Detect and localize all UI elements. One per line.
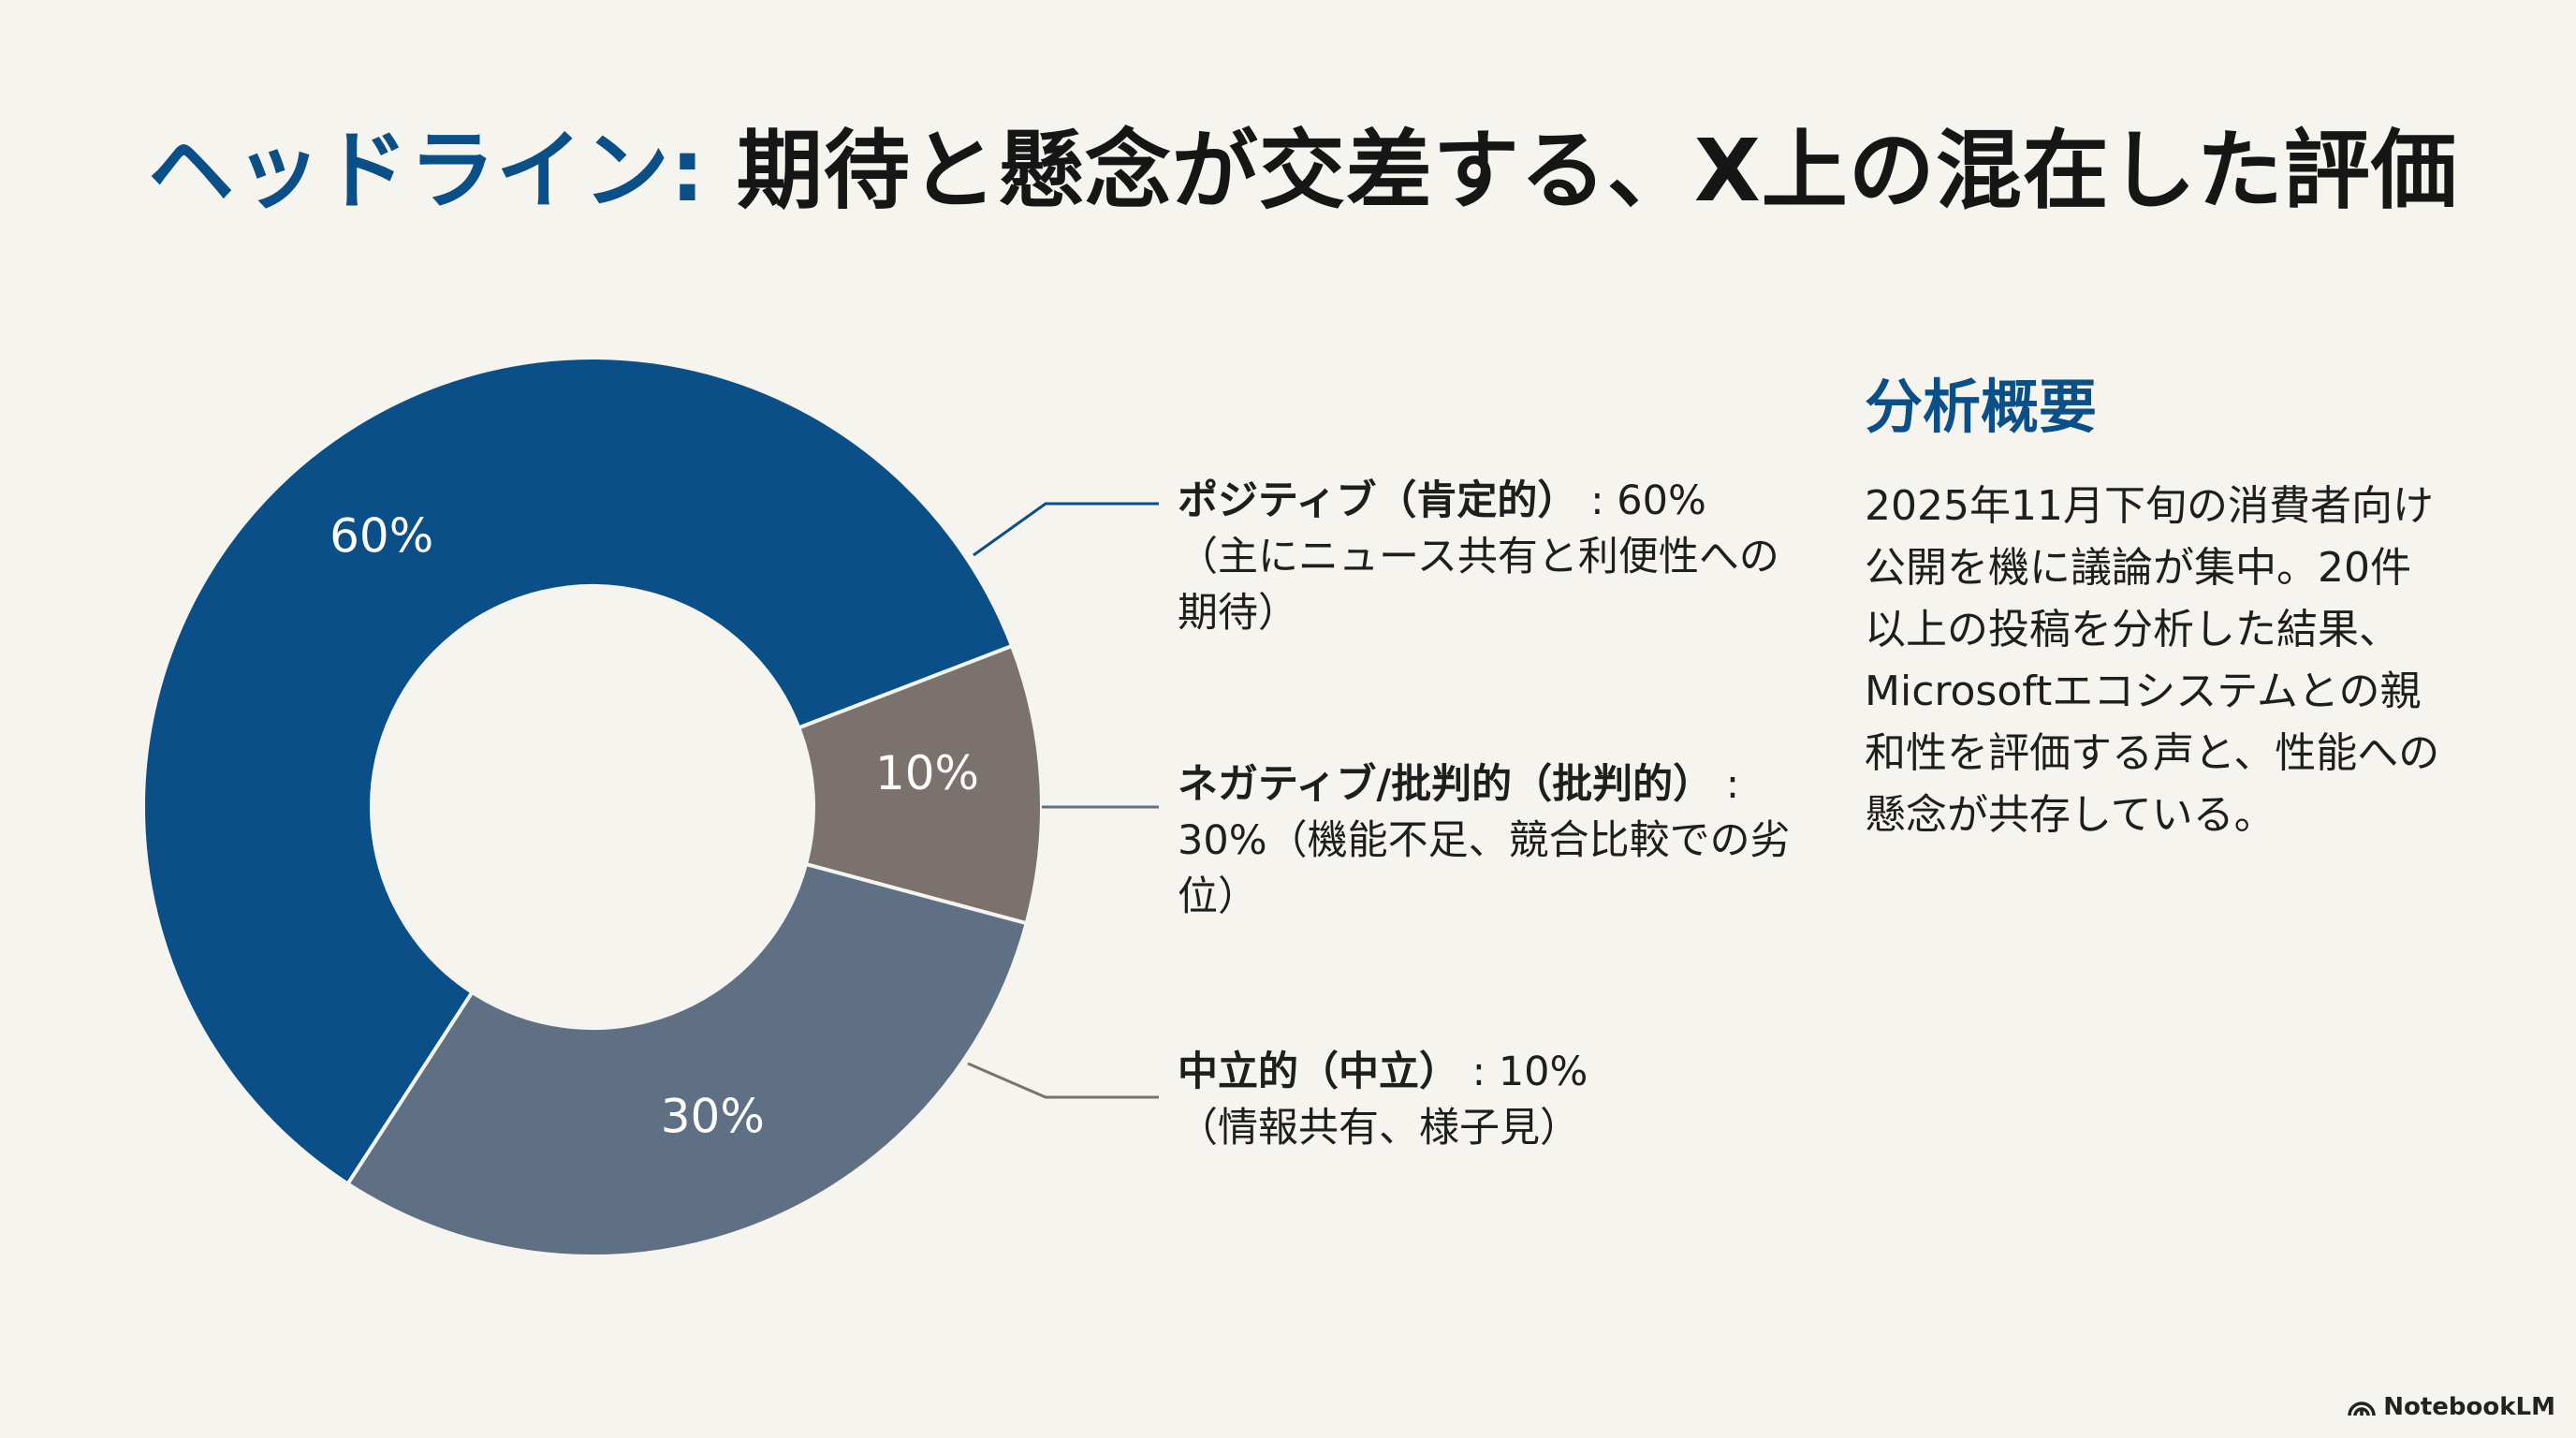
legend-item-positive: ポジティブ（肯定的） : 60% （主にニュース共有と利便性への期待） <box>1178 473 1814 641</box>
legend-value: : <box>1725 761 1740 808</box>
donut-slice-negative <box>344 861 1030 1258</box>
donut-slice-neutral <box>796 643 1044 926</box>
title-lead: ヘッドライン: <box>148 121 706 221</box>
leader-line-neutral <box>967 1062 1159 1099</box>
title-rest: 期待と懸念が交差する、X上の混在した評価 <box>736 121 2458 221</box>
legend-detail: （主にニュース共有と利便性への期待） <box>1178 534 1779 637</box>
legend-title: ポジティブ（肯定的） <box>1178 477 1578 524</box>
summary-heading: 分析概要 <box>1865 373 2098 441</box>
legend-title: 中立的（中立） <box>1178 1049 1459 1095</box>
legend-detail: （情報共有、様子見） <box>1178 1105 1580 1152</box>
legend-item-neutral: 中立的（中立） : 10% （情報共有、様子見） <box>1178 1044 1814 1156</box>
legend-detail: 30%（機能不足、競合比較での劣位） <box>1178 817 1791 920</box>
legend-title: ネガティブ/批判的（批判的） <box>1178 761 1714 808</box>
slice-label-neutral: 10% <box>875 746 979 800</box>
notebooklm-logo-icon <box>2348 1401 2376 1416</box>
brand-name: NotebookLM <box>2383 1393 2555 1421</box>
summary-line: 以上の投稿を分析した結果、 <box>1865 606 2400 653</box>
summary-line: 和性を評価する声と、性能への <box>1865 729 2440 777</box>
page-title: ヘッドライン: 期待と懸念が交差する、X上の混在した評価 <box>148 120 2458 223</box>
summary-line: 懸念が共存している。 <box>1865 791 2276 839</box>
summary-line: 2025年11月下旬の消費者向け <box>1865 482 2434 530</box>
legend-value: : 60% <box>1590 477 1706 524</box>
slice-label-positive: 60% <box>329 508 433 563</box>
leader-line-positive <box>973 502 1159 557</box>
brand-watermark: NotebookLM <box>2348 1393 2555 1421</box>
donut-slice-positive <box>141 356 1015 1187</box>
legend-value: : 10% <box>1471 1049 1588 1095</box>
slice-label-negative: 30% <box>661 1090 765 1144</box>
summary-body: 2025年11月下旬の消費者向け 公開を機に議論が集中。20件 以上の投稿を分析… <box>1865 476 2510 846</box>
legend-item-negative: ネガティブ/批判的（批判的） : 30%（機能不足、競合比較での劣位） <box>1178 756 1814 925</box>
summary-line: Microsoftエコシステムとの親 <box>1865 668 2422 715</box>
summary-line: 公開を機に議論が集中。20件 <box>1865 544 2411 592</box>
